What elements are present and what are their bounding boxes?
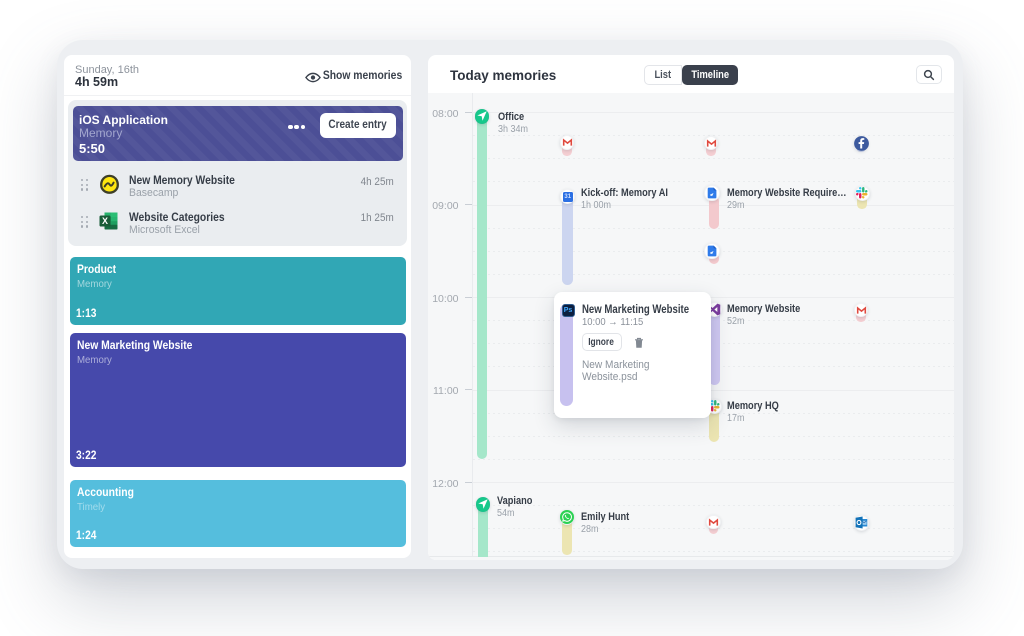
svg-text:X: X: [101, 216, 107, 226]
